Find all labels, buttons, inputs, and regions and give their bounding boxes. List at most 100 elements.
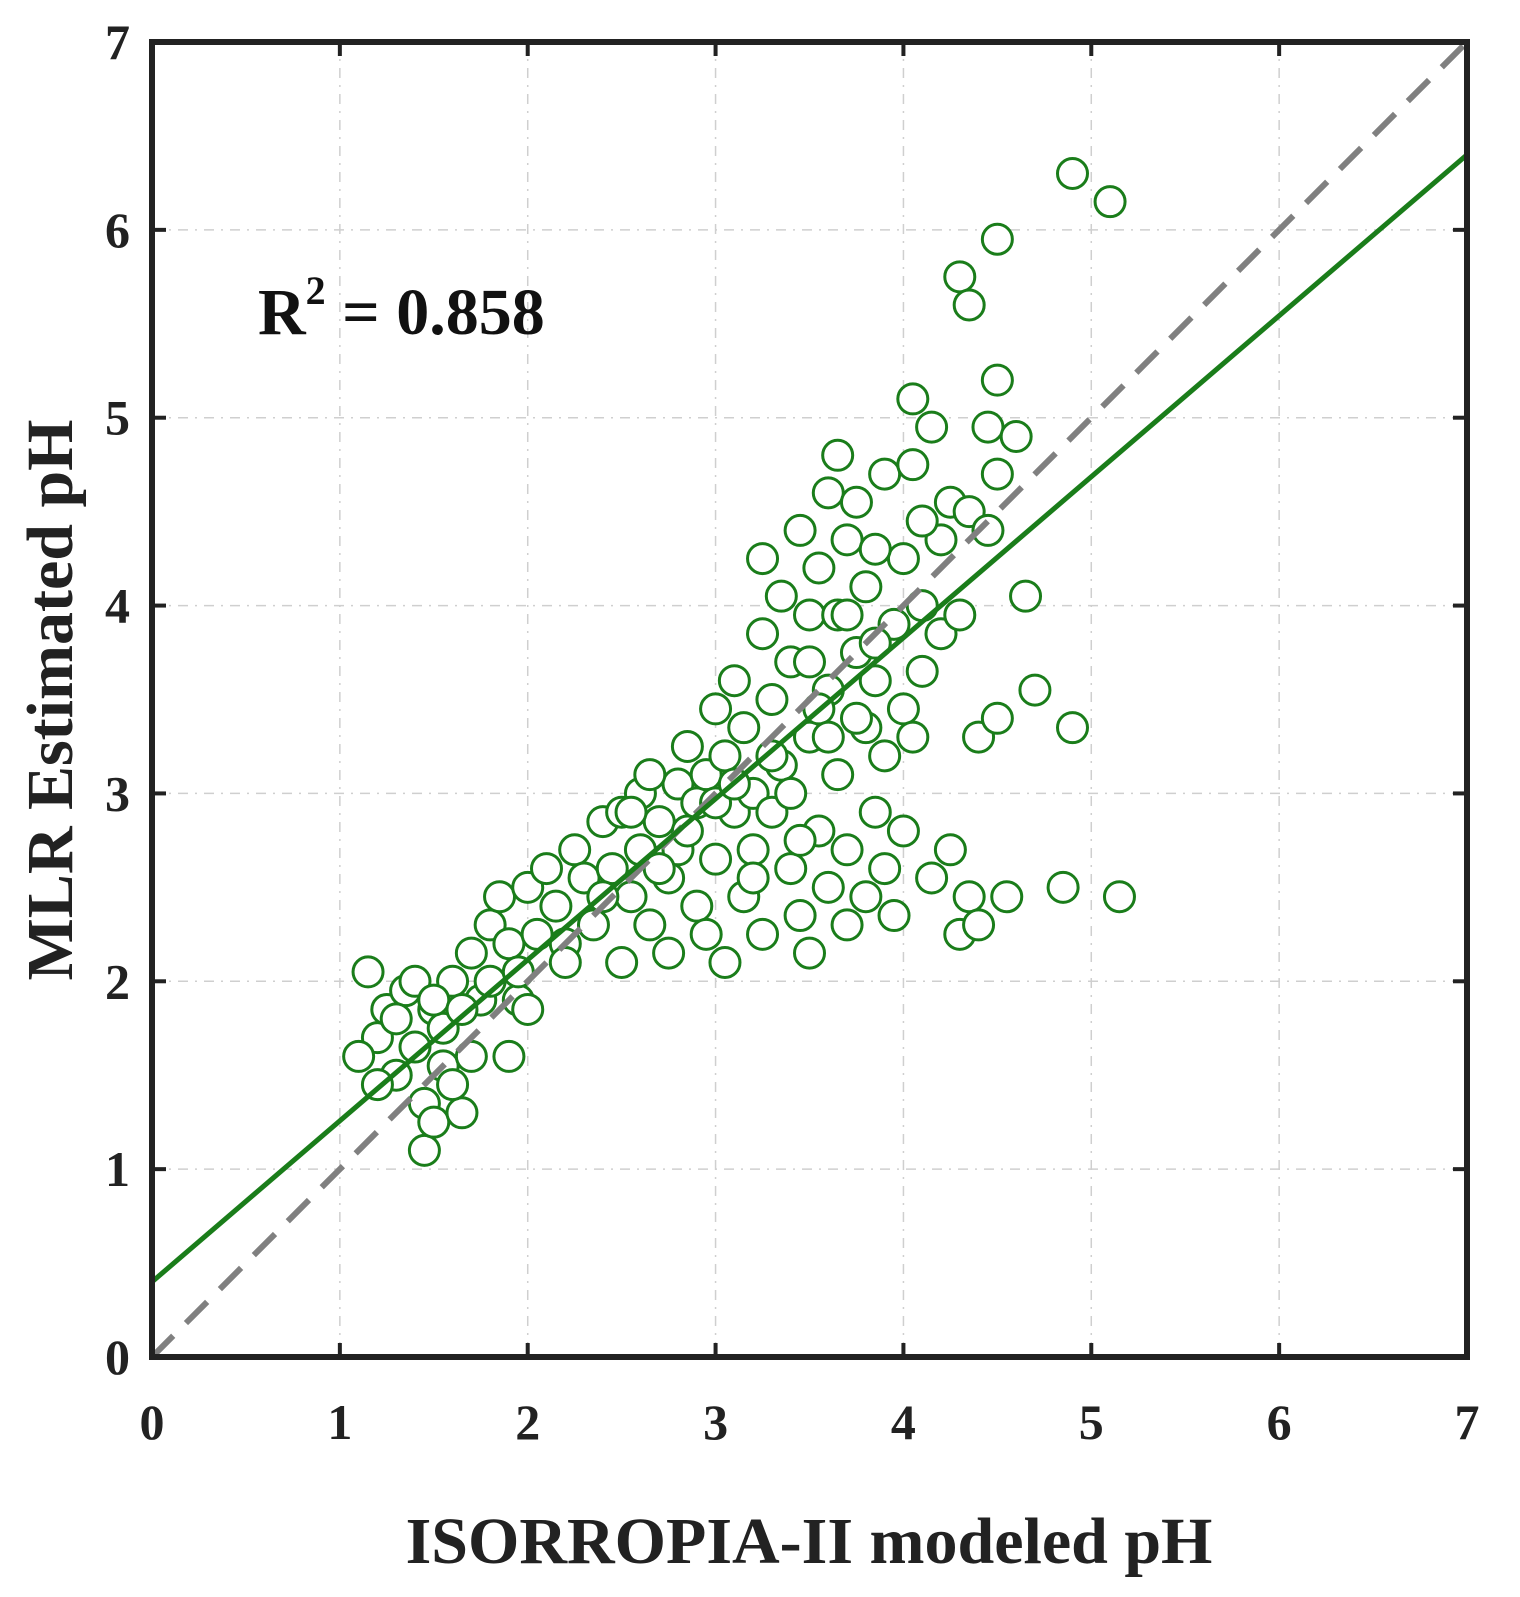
- data-point: [971, 410, 1005, 444]
- x-tick-label-0: 0: [140, 1394, 165, 1450]
- data-point: [454, 936, 488, 970]
- data-point: [633, 758, 667, 792]
- data-point: [830, 833, 864, 867]
- data-point: [858, 626, 892, 660]
- data-point: [548, 946, 582, 979]
- data-point: [830, 523, 864, 557]
- data-point: [896, 382, 930, 416]
- data-point: [755, 739, 789, 773]
- data-point: [868, 739, 902, 773]
- y-tick-label-4: 4: [105, 578, 130, 634]
- data-point: [670, 729, 704, 763]
- one-to-one-reference-line: [149, 39, 1470, 1360]
- x-tick-label-5: 5: [1079, 1394, 1104, 1450]
- data-point: [839, 485, 873, 519]
- data-point: [905, 654, 939, 688]
- data-point: [633, 908, 667, 942]
- data-point: [727, 711, 761, 745]
- tick-labels: 0 1 2 3 4 5 6 7 0 1 2 3 4 5 6 7: [105, 14, 1480, 1450]
- data-point: [783, 899, 817, 933]
- data-point: [746, 542, 780, 576]
- x-tick-label-7: 7: [1455, 1394, 1480, 1450]
- x-tick-label-2: 2: [515, 1394, 540, 1450]
- data-point: [858, 664, 892, 698]
- data-point: [605, 946, 639, 979]
- data-point: [793, 645, 826, 679]
- data-point: [755, 683, 789, 716]
- data-point: [868, 852, 902, 886]
- data-point: [905, 504, 939, 538]
- data-point: [933, 833, 967, 867]
- y-tick-label-5: 5: [105, 390, 130, 446]
- data-point: [492, 1039, 526, 1073]
- y-tick-label-0: 0: [105, 1329, 130, 1385]
- data-point: [539, 889, 573, 923]
- data-point: [980, 701, 1014, 735]
- data-point: [821, 438, 855, 472]
- data-point: [708, 946, 742, 979]
- data-point: [689, 917, 723, 951]
- data-point: [614, 880, 648, 914]
- data-points: [342, 157, 1136, 1167]
- data-point: [783, 823, 817, 857]
- data-point: [614, 795, 648, 829]
- data-point: [943, 598, 977, 632]
- data-point: [342, 1039, 376, 1073]
- data-point: [980, 457, 1014, 491]
- data-point: [670, 814, 704, 848]
- data-point: [830, 598, 864, 632]
- data-point: [811, 720, 845, 754]
- data-point: [736, 833, 770, 867]
- data-point: [896, 720, 930, 754]
- r-squared-superscript: 2: [306, 268, 326, 313]
- data-point: [736, 861, 770, 895]
- data-point: [708, 739, 742, 773]
- data-point: [980, 363, 1014, 397]
- data-point: [558, 833, 592, 867]
- y-tick-label-6: 6: [105, 202, 130, 258]
- y-tick-label-2: 2: [105, 953, 130, 1009]
- y-tick-label-7: 7: [105, 14, 130, 70]
- data-point: [971, 513, 1005, 547]
- y-axis-title: MLR Estimated pH: [14, 420, 87, 981]
- data-point: [680, 889, 714, 923]
- data-point: [398, 1030, 432, 1064]
- data-point: [915, 861, 949, 895]
- data-point: [417, 1105, 451, 1139]
- x-tick-label-4: 4: [891, 1394, 916, 1450]
- data-point: [717, 664, 751, 698]
- data-point: [811, 870, 845, 904]
- plot-frame: [149, 39, 1470, 1360]
- axis-ticks: [150, 40, 1469, 1359]
- data-point: [436, 1068, 470, 1102]
- data-point: [886, 814, 920, 848]
- data-point: [811, 476, 845, 510]
- data-point: [858, 795, 892, 829]
- data-point: [445, 1096, 479, 1130]
- data-point: [483, 880, 517, 914]
- data-point: [821, 758, 855, 792]
- data-point: [774, 776, 808, 810]
- data-point: [746, 917, 780, 951]
- x-axis-title: ISORROPIA-II modeled pH: [406, 1505, 1213, 1578]
- data-point: [351, 955, 385, 989]
- r-squared-value: = 0.858: [326, 276, 545, 349]
- data-point: [915, 410, 949, 444]
- data-point: [1009, 579, 1043, 613]
- x-tick-label-6: 6: [1267, 1394, 1292, 1450]
- data-point: [774, 852, 808, 886]
- data-point: [943, 260, 977, 294]
- data-point: [980, 222, 1014, 256]
- data-point: [699, 842, 733, 876]
- data-point: [830, 908, 864, 942]
- regression-fit-line: [150, 152, 1469, 1284]
- data-point: [746, 617, 780, 651]
- data-point: [1056, 711, 1089, 745]
- data-point: [802, 551, 836, 585]
- data-point: [379, 1002, 413, 1036]
- data-point: [793, 598, 826, 632]
- data-point: [764, 579, 798, 613]
- data-point: [839, 701, 873, 735]
- data-point: [699, 692, 733, 726]
